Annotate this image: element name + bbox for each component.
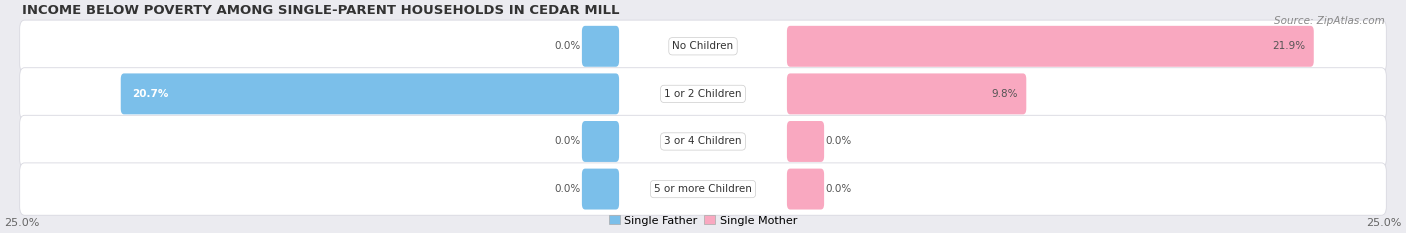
FancyBboxPatch shape	[582, 26, 619, 67]
FancyBboxPatch shape	[20, 115, 1386, 168]
Text: 9.8%: 9.8%	[991, 89, 1018, 99]
FancyBboxPatch shape	[20, 163, 1386, 215]
Text: 0.0%: 0.0%	[555, 41, 581, 51]
Text: No Children: No Children	[672, 41, 734, 51]
FancyBboxPatch shape	[787, 169, 824, 209]
FancyBboxPatch shape	[582, 169, 619, 209]
FancyBboxPatch shape	[787, 121, 824, 162]
Text: 1 or 2 Children: 1 or 2 Children	[664, 89, 742, 99]
Text: 3 or 4 Children: 3 or 4 Children	[664, 137, 742, 147]
FancyBboxPatch shape	[787, 73, 1026, 114]
Text: 20.7%: 20.7%	[132, 89, 169, 99]
Text: 0.0%: 0.0%	[825, 137, 851, 147]
Text: Source: ZipAtlas.com: Source: ZipAtlas.com	[1274, 16, 1385, 26]
Text: 0.0%: 0.0%	[555, 137, 581, 147]
FancyBboxPatch shape	[121, 73, 619, 114]
FancyBboxPatch shape	[20, 68, 1386, 120]
Text: 5 or more Children: 5 or more Children	[654, 184, 752, 194]
Text: 21.9%: 21.9%	[1272, 41, 1305, 51]
FancyBboxPatch shape	[787, 26, 1313, 67]
Legend: Single Father, Single Mother: Single Father, Single Mother	[605, 211, 801, 230]
Text: 0.0%: 0.0%	[825, 184, 851, 194]
FancyBboxPatch shape	[20, 20, 1386, 72]
FancyBboxPatch shape	[582, 121, 619, 162]
Text: 0.0%: 0.0%	[555, 184, 581, 194]
Text: INCOME BELOW POVERTY AMONG SINGLE-PARENT HOUSEHOLDS IN CEDAR MILL: INCOME BELOW POVERTY AMONG SINGLE-PARENT…	[22, 4, 620, 17]
